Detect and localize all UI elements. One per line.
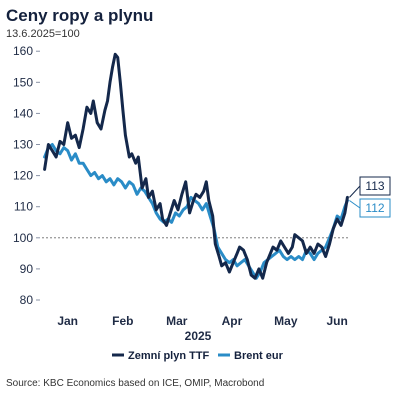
y-tick-label: 90 [20,262,34,276]
x-tick-label: Feb [112,314,133,328]
series-line-zemní-plyn-ttf [43,52,349,280]
end-label-leader [349,185,361,198]
end-labels: 113 112 [349,176,391,218]
series-layer [43,52,349,280]
end-label-box [359,176,391,196]
end-label-value: 113 [365,179,384,193]
x-tick-label: May [274,314,298,328]
y-axis: 80 90 100 110 120 130 140 150 160 [13,44,40,307]
y-tick-label: 80 [20,293,34,307]
chart-title: Ceny ropy a plynu [6,6,154,25]
chart-subtitle: 13.6.2025=100 [6,28,80,40]
y-tick-label: 100 [13,231,33,245]
year-label: 2025 [185,329,212,343]
x-axis: Jan Feb Mar Apr May Jun [57,314,348,328]
y-tick-label: 140 [13,106,33,120]
legend-label: Zemní plyn TTF [128,350,210,362]
end-label-leader [349,200,361,209]
end-label-value: 112 [365,201,384,215]
x-tick-label: Jun [326,314,347,328]
x-tick-label: Mar [166,314,188,328]
y-tick-label: 160 [13,44,33,58]
x-tick-label: Jan [57,314,78,328]
legend: Zemní plyn TTF Brent eur [112,350,284,362]
end-label-box [359,198,391,218]
x-tick-label: Apr [222,314,243,328]
y-tick-label: 120 [13,169,33,183]
y-tick-label: 150 [13,75,33,89]
legend-label: Brent eur [234,350,284,362]
chart-source: Source: KBC Economics based on ICE, OMIP… [6,378,265,389]
series-line-brent-eur [43,143,349,280]
y-tick-label: 110 [14,200,33,214]
y-tick-label: 130 [13,138,33,152]
